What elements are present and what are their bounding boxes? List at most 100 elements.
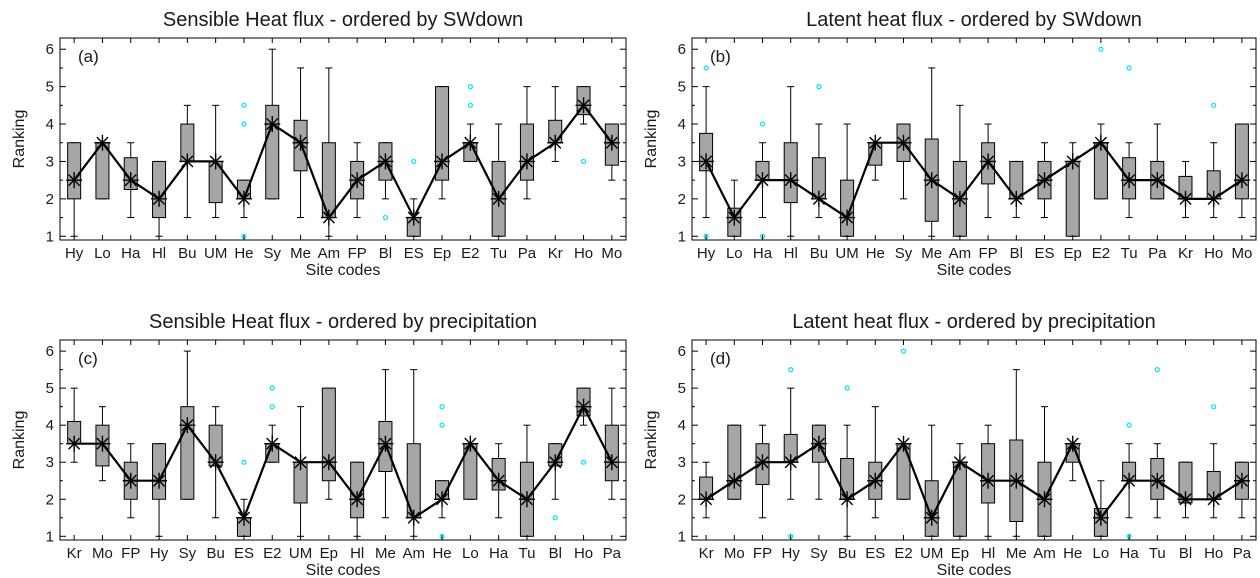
- x-tick-label: Ep: [433, 245, 451, 262]
- chart-title: Sensible Heat flux - ordered by SWdown: [163, 9, 523, 31]
- x-tick-label: Ha: [1120, 545, 1140, 562]
- median-marker: [235, 190, 252, 207]
- x-tick-label: Ho: [1204, 245, 1223, 262]
- box-Tu: [1150, 367, 1165, 519]
- y-tick-label: 3: [678, 153, 686, 170]
- median-marker-stroke: [605, 136, 618, 149]
- median-marker: [547, 134, 564, 151]
- median-marker: [122, 172, 139, 189]
- median-marker: [1008, 472, 1025, 489]
- x-tick-label: Me: [921, 245, 942, 262]
- outlier-point: [382, 214, 389, 221]
- median-marker: [1149, 472, 1166, 489]
- x-tick-label: Lo: [94, 245, 111, 262]
- x-tick-label: Hl: [152, 245, 166, 262]
- median-marker: [1092, 509, 1109, 526]
- median-marker-stroke: [953, 192, 966, 205]
- box-Pa: [604, 387, 619, 500]
- box-He: [435, 404, 450, 539]
- median-marker-stroke: [351, 493, 364, 506]
- box-Me: [924, 67, 939, 237]
- y-tick-label: 6: [46, 41, 54, 58]
- median-marker-stroke: [294, 136, 307, 149]
- median-marker-stroke: [1123, 174, 1136, 187]
- x-tick-label: Kr: [67, 545, 82, 562]
- box-Ep: [321, 387, 336, 500]
- median-marker-stroke: [869, 474, 882, 487]
- median-marker-stroke: [897, 437, 910, 450]
- median-marker-stroke: [464, 136, 477, 149]
- median-marker-stroke: [152, 474, 166, 487]
- outlier-point: [1126, 65, 1132, 71]
- box-Hl: [783, 86, 798, 237]
- y-tick-label: 1: [678, 228, 686, 245]
- x-tick-label: Tu: [1149, 545, 1166, 562]
- x-tick-label: Bu: [838, 545, 856, 562]
- median-marker: [66, 172, 83, 189]
- median-marker: [1233, 472, 1250, 489]
- median-marker: [980, 153, 997, 170]
- x-tick-label: Kr: [1178, 245, 1193, 262]
- x-tick-label: ES: [234, 545, 254, 562]
- outlier-point: [580, 158, 587, 165]
- x-tick-label: Kr: [699, 545, 714, 562]
- x-axis-label: Site codes: [937, 262, 1012, 279]
- median-marker: [1036, 172, 1053, 189]
- median-marker-stroke: [435, 155, 449, 168]
- box-iqr: [1065, 160, 1080, 237]
- median-marker: [1064, 435, 1081, 452]
- median-marker: [462, 134, 479, 151]
- box-Ho: [1206, 404, 1221, 519]
- outlier-point: [1154, 367, 1160, 373]
- median-marker-stroke: [294, 456, 307, 469]
- median-marker-stroke: [812, 192, 825, 205]
- median-marker-stroke: [1151, 174, 1164, 187]
- box-Pa: [1234, 461, 1249, 519]
- median-marker-stroke: [351, 174, 364, 187]
- x-tick-label: Bl: [379, 245, 392, 262]
- median-marker: [1233, 172, 1250, 189]
- box-FP: [755, 424, 770, 519]
- chart-panel-d: 1 2 3 4 5 6 Kr Mo FP Hy Sy Bu ES E2 UM Ep Hl Me Am He Lo Ha Tu…: [643, 311, 1257, 578]
- box-FP: [981, 123, 996, 219]
- x-tick-label: Hy: [782, 545, 801, 562]
- box-ES: [406, 158, 421, 237]
- x-tick-label: Mo: [601, 245, 622, 262]
- outlier-point: [269, 385, 275, 391]
- box-Tu: [1122, 65, 1137, 219]
- median-marker-stroke: [181, 419, 194, 432]
- median-marker-stroke: [237, 192, 251, 205]
- x-tick-label: Lo: [1093, 545, 1110, 562]
- y-tick-label: 3: [46, 153, 54, 170]
- x-tick-label: UM: [204, 245, 227, 262]
- box-Hy: [152, 443, 167, 537]
- y-tick-label: 1: [46, 528, 54, 545]
- median-marker: [951, 190, 968, 207]
- median-marker: [434, 491, 451, 508]
- y-tick-label: 5: [46, 79, 54, 96]
- median-marker: [151, 190, 168, 207]
- box-UM: [293, 406, 308, 537]
- box-iqr: [67, 142, 82, 200]
- box-Kr: [1178, 160, 1193, 219]
- x-tick-label: UM: [289, 545, 312, 562]
- median-marker: [320, 209, 337, 226]
- median-marker: [839, 209, 856, 226]
- box-iqr: [265, 104, 280, 200]
- box-E2: [896, 348, 911, 500]
- x-tick-label: Hl: [981, 545, 995, 562]
- x-tick-label: Me: [1006, 545, 1027, 562]
- median-marker: [1177, 491, 1194, 508]
- median-marker: [462, 435, 479, 452]
- median-marker: [518, 153, 535, 170]
- outlier-point: [580, 459, 587, 465]
- outlier-point: [844, 385, 850, 391]
- outlier-point: [269, 404, 275, 410]
- x-tick-label: FP: [121, 545, 140, 562]
- x-tick-label: Lo: [462, 545, 479, 562]
- median-marker: [264, 435, 281, 452]
- box-Kr: [699, 461, 714, 519]
- x-tick-label: E2: [461, 245, 479, 262]
- y-tick-label: 3: [46, 454, 54, 471]
- median-marker-stroke: [897, 136, 910, 149]
